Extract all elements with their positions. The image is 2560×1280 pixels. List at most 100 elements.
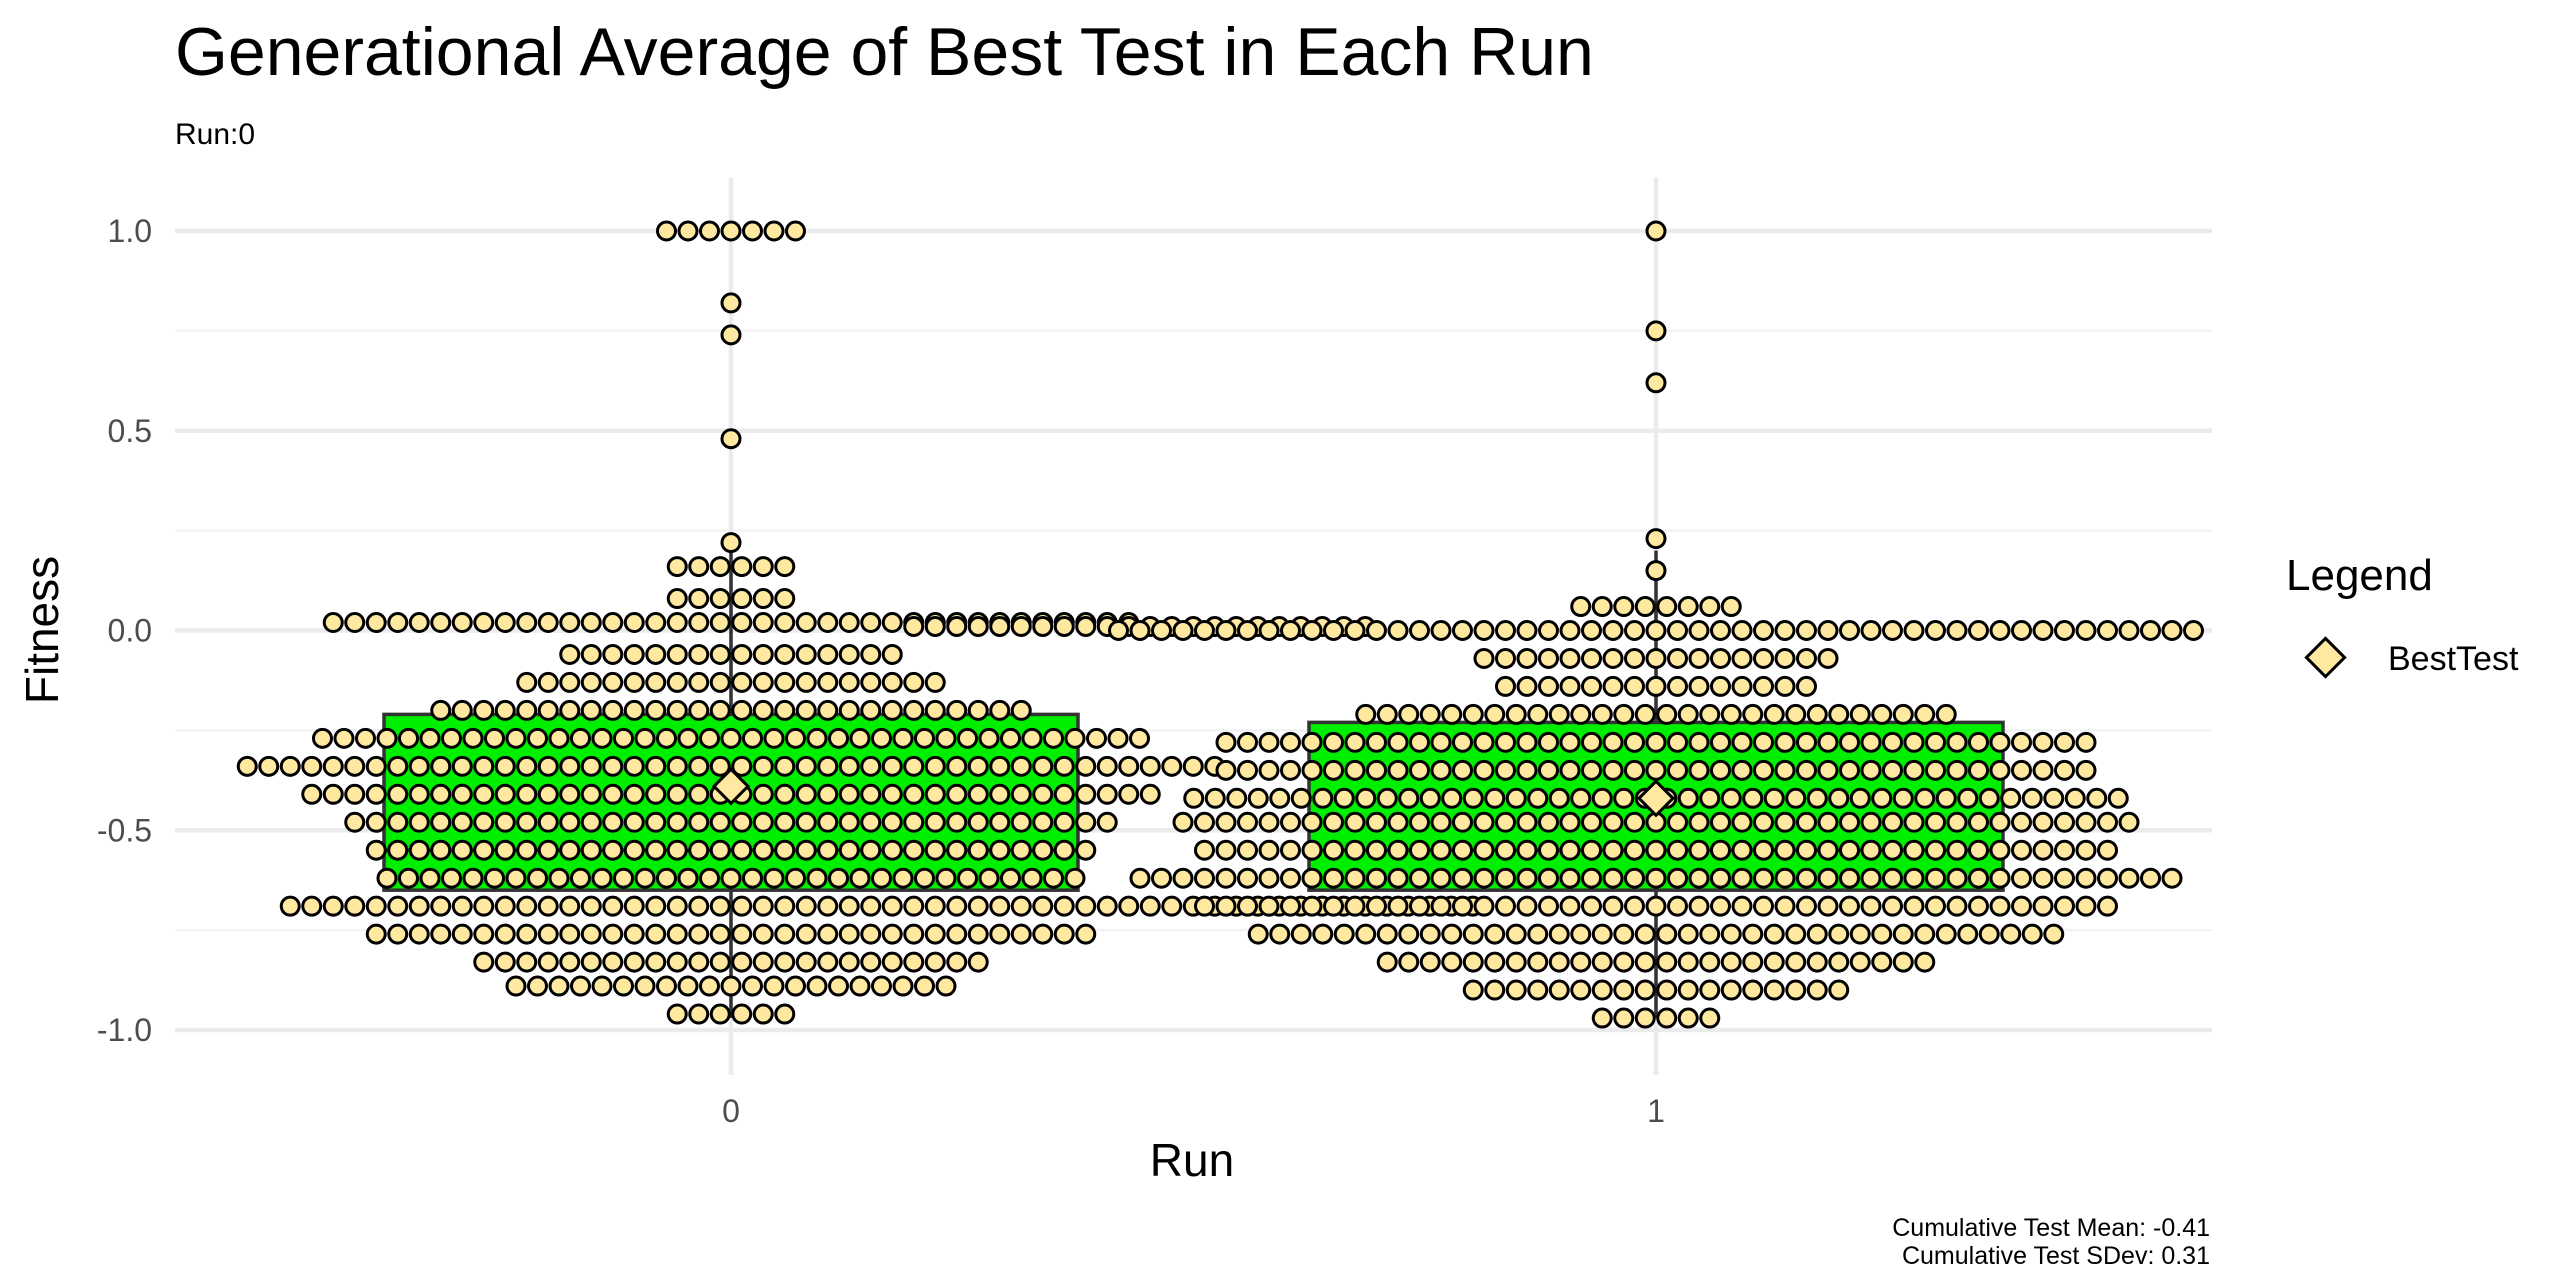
data-point bbox=[1613, 703, 1635, 725]
data-point bbox=[537, 951, 559, 973]
data-point bbox=[451, 895, 473, 917]
data-point bbox=[817, 951, 839, 973]
data-point bbox=[1624, 647, 1645, 669]
data-point bbox=[688, 923, 710, 945]
data-point bbox=[688, 612, 710, 634]
data-point bbox=[1710, 811, 1731, 833]
data-point bbox=[1010, 699, 1032, 721]
data-point bbox=[473, 839, 495, 861]
data-point bbox=[763, 727, 785, 749]
data-point bbox=[623, 783, 645, 805]
data-point bbox=[924, 783, 946, 805]
data-point bbox=[1667, 647, 1688, 669]
data-point bbox=[1194, 811, 1215, 833]
data-point bbox=[774, 643, 796, 665]
chart-subtitle: Run:0 bbox=[175, 118, 255, 151]
data-point bbox=[838, 811, 860, 833]
data-point bbox=[602, 671, 624, 693]
data-point bbox=[387, 811, 409, 833]
data-point bbox=[602, 783, 624, 805]
data-point bbox=[752, 783, 774, 805]
data-point bbox=[548, 727, 570, 749]
data-point bbox=[2097, 620, 2118, 641]
data-point bbox=[1882, 867, 1903, 889]
data-point bbox=[1053, 811, 1075, 833]
data-point bbox=[709, 612, 731, 634]
data-point bbox=[2086, 787, 2108, 809]
data-point bbox=[1194, 620, 1215, 641]
data-point bbox=[903, 755, 925, 777]
data-point bbox=[580, 895, 602, 917]
data-point bbox=[1613, 787, 1635, 809]
data-point bbox=[774, 895, 796, 917]
data-point bbox=[1366, 620, 1387, 641]
data-point bbox=[1290, 787, 1312, 809]
data-point bbox=[1053, 783, 1075, 805]
data-point bbox=[752, 1003, 774, 1025]
data-point bbox=[828, 867, 849, 889]
data-point bbox=[2054, 811, 2075, 833]
data-point bbox=[1053, 895, 1075, 917]
data-point bbox=[559, 612, 581, 634]
data-point bbox=[688, 951, 710, 973]
data-point bbox=[1925, 867, 1946, 889]
data-point bbox=[1817, 620, 1839, 641]
data-point bbox=[1806, 787, 1828, 809]
data-point bbox=[924, 671, 946, 693]
data-point bbox=[989, 699, 1011, 721]
data-point bbox=[881, 811, 903, 833]
data-point bbox=[623, 951, 645, 973]
data-point bbox=[763, 867, 785, 889]
data-point bbox=[806, 975, 828, 997]
data-point bbox=[1806, 979, 1828, 1001]
data-point bbox=[1591, 787, 1613, 809]
data-point bbox=[656, 975, 677, 997]
data-point bbox=[1817, 839, 1839, 861]
data-point bbox=[774, 923, 796, 945]
data-point bbox=[1882, 731, 1903, 753]
data-point bbox=[795, 923, 817, 945]
data-point bbox=[1495, 811, 1516, 833]
data-point bbox=[817, 671, 839, 693]
data-point bbox=[580, 755, 602, 777]
data-point bbox=[1366, 895, 1387, 917]
data-point bbox=[1409, 811, 1430, 833]
data-point bbox=[1591, 703, 1613, 725]
data-point bbox=[1064, 727, 1086, 749]
data-point bbox=[1763, 979, 1785, 1001]
data-point bbox=[1860, 620, 1882, 641]
data-point bbox=[1000, 727, 1021, 749]
data-point bbox=[785, 975, 806, 997]
data-point bbox=[946, 699, 968, 721]
data-point bbox=[1570, 787, 1592, 809]
data-point bbox=[516, 951, 538, 973]
data-point bbox=[838, 699, 860, 721]
data-point bbox=[1473, 647, 1495, 669]
data-point bbox=[1989, 867, 2011, 889]
data-point bbox=[1688, 647, 1710, 669]
data-point bbox=[1419, 787, 1441, 809]
data-point bbox=[1538, 811, 1559, 833]
data-point bbox=[1849, 787, 1871, 809]
data-point bbox=[785, 727, 806, 749]
data-point bbox=[946, 755, 968, 777]
data-point bbox=[774, 755, 796, 777]
data-point bbox=[2183, 620, 2204, 641]
data-point bbox=[1796, 731, 1817, 753]
data-point bbox=[1495, 731, 1516, 753]
data-point bbox=[645, 671, 667, 693]
data-point bbox=[1699, 596, 1721, 618]
data-point bbox=[1720, 923, 1742, 945]
data-point bbox=[1624, 895, 1645, 917]
data-point bbox=[1108, 620, 1129, 641]
data-point bbox=[881, 612, 903, 634]
data-point bbox=[537, 895, 559, 917]
data-point bbox=[1032, 783, 1054, 805]
data-point bbox=[1505, 951, 1527, 973]
data-point bbox=[408, 612, 430, 634]
data-point bbox=[731, 923, 753, 945]
data-point bbox=[1344, 895, 1366, 917]
data-point bbox=[408, 783, 430, 805]
data-point bbox=[591, 867, 613, 889]
data-point bbox=[1237, 895, 1258, 917]
